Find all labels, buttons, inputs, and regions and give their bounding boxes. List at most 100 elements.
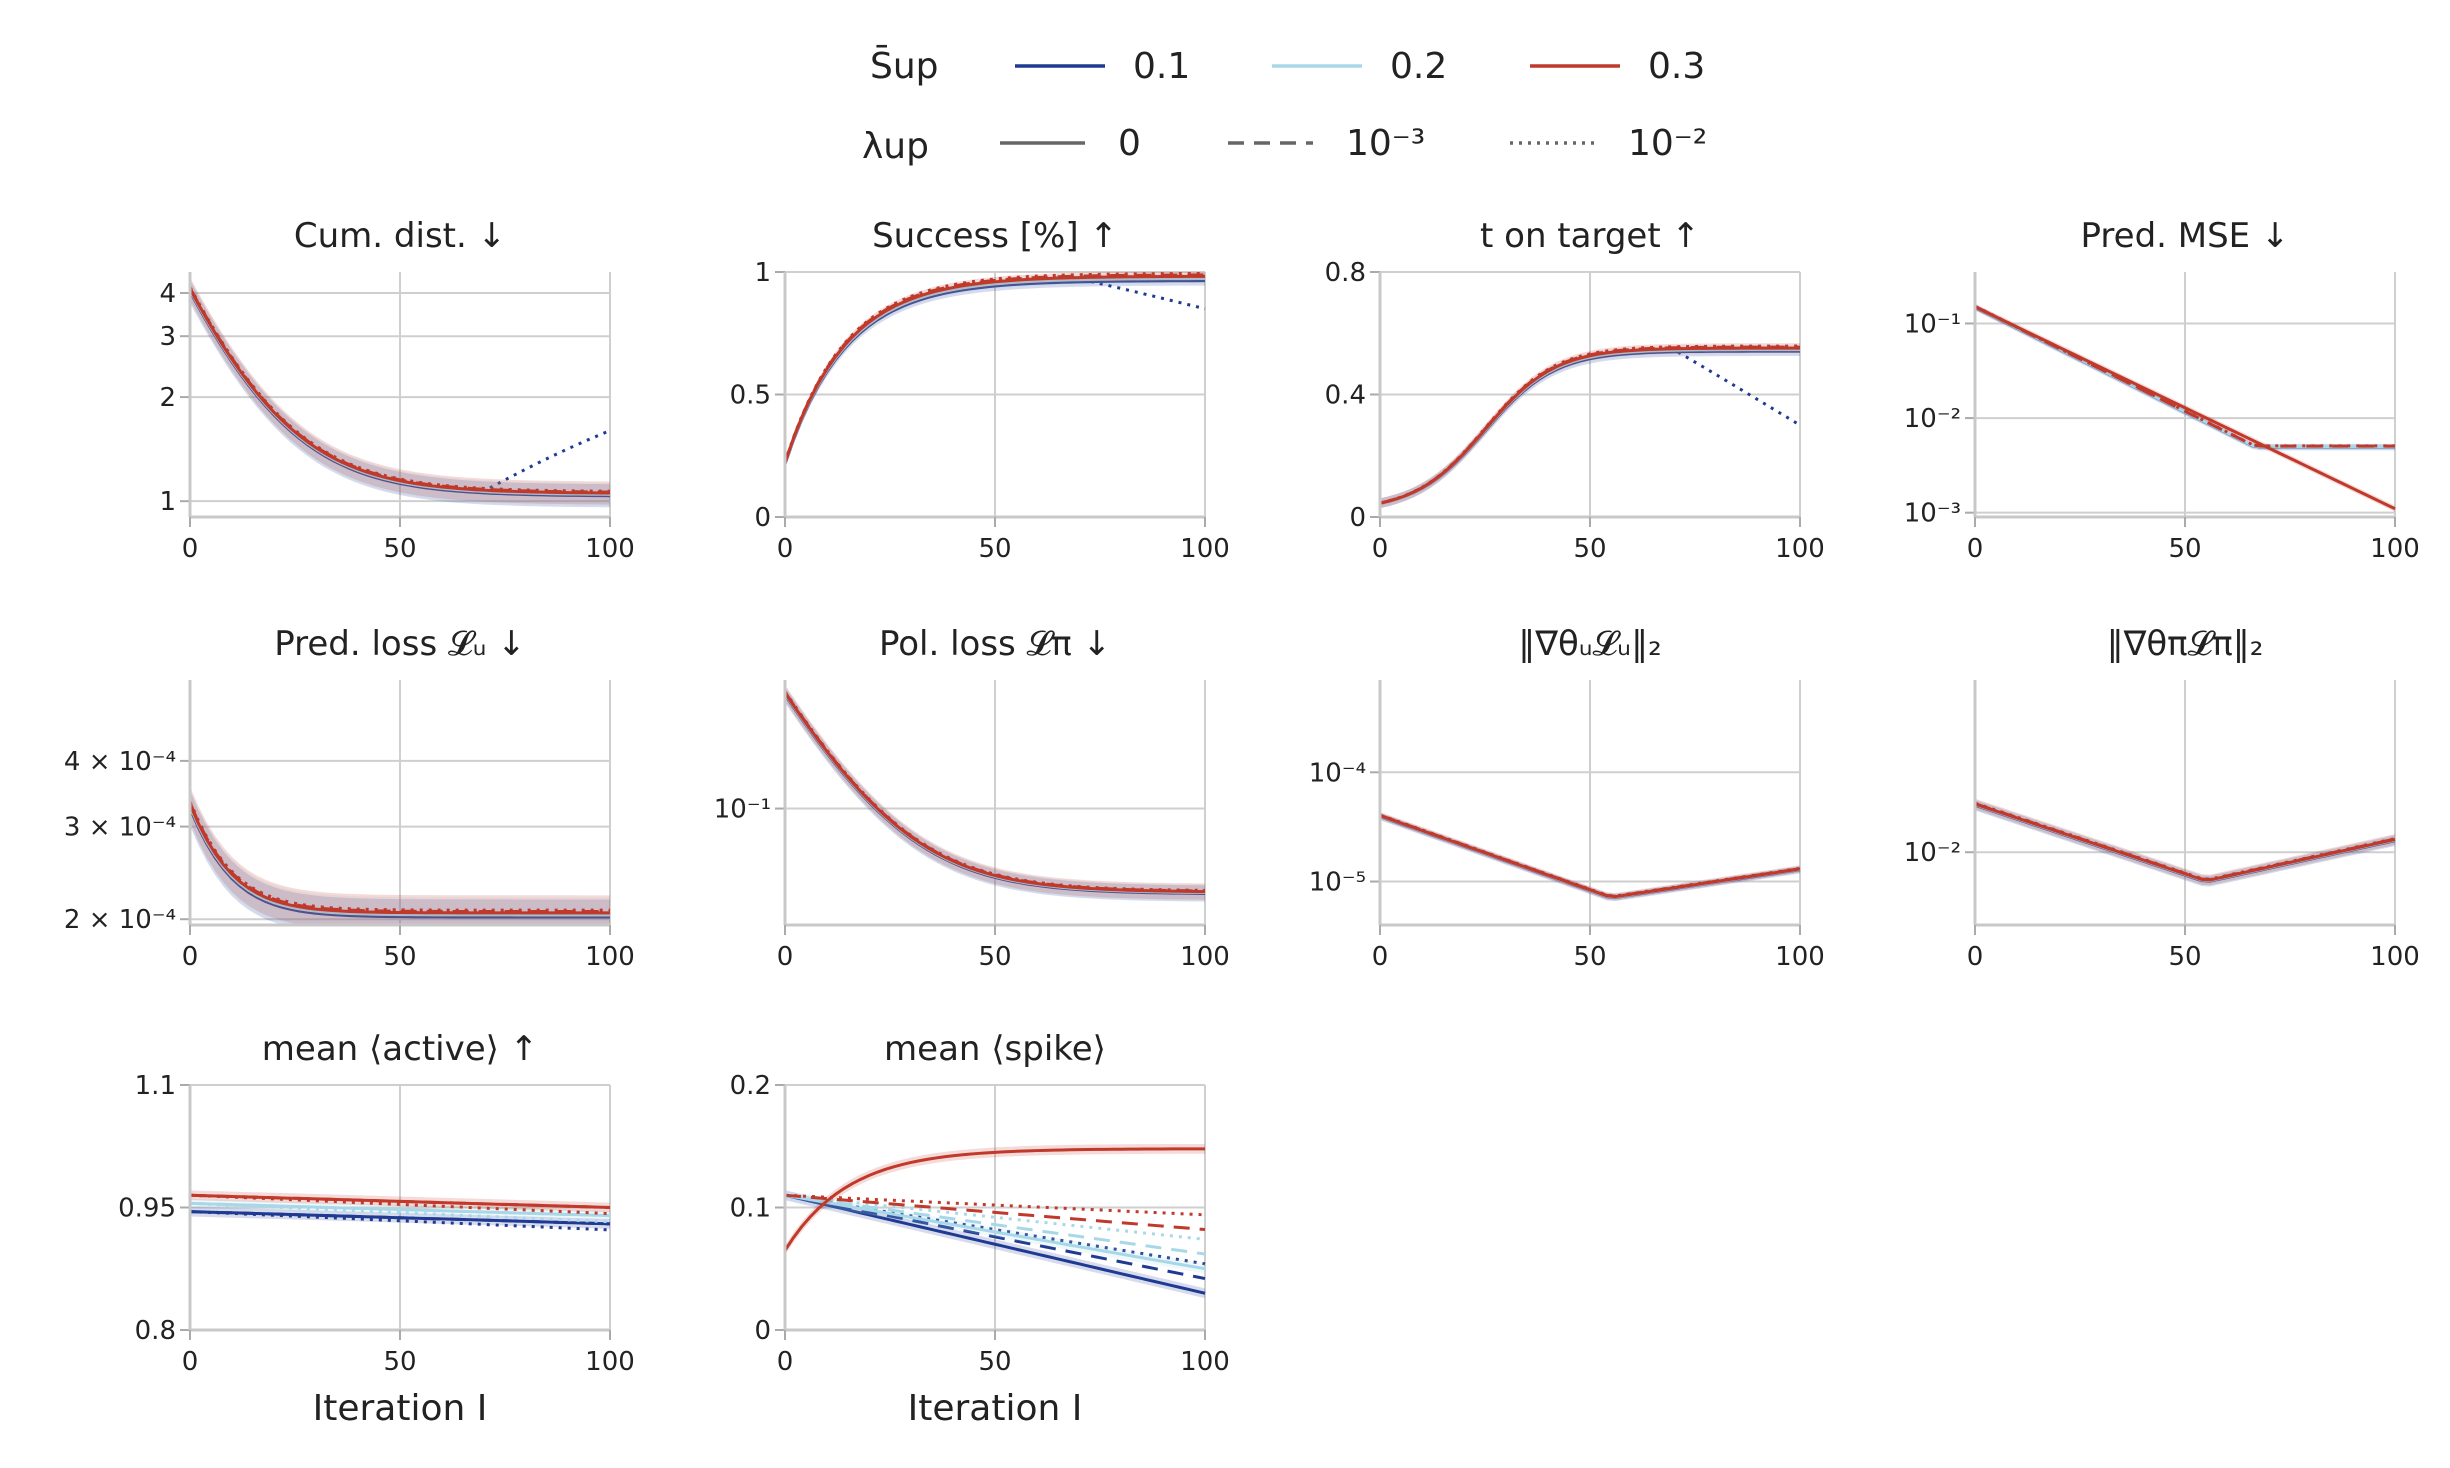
panel-title-8: mean ⟨active⟩ ↑ bbox=[262, 1029, 538, 1069]
series-1-7 bbox=[783, 273, 1206, 464]
ytick-label-0-3: 4 bbox=[159, 279, 176, 309]
series-8-7 bbox=[189, 1193, 611, 1209]
series-8-4 bbox=[189, 1201, 611, 1218]
series-3-8 bbox=[1974, 304, 2395, 448]
series-5-7 bbox=[783, 691, 1206, 893]
xtick-label-8-1: 50 bbox=[383, 1347, 416, 1377]
ytick-label-5-0: 10⁻¹ bbox=[714, 795, 771, 825]
panel-7: ‖∇θπ𝓛π‖₂ 10⁻² 0 50 100 bbox=[1904, 624, 2420, 972]
legend-s-text-2: 0.3 bbox=[1648, 46, 1705, 87]
panel-title-1: Success [%] ↑ bbox=[872, 216, 1118, 256]
ytick-label-2-2: 0.8 bbox=[1325, 258, 1366, 288]
ytick-label-9-1: 0.1 bbox=[730, 1194, 771, 1224]
xtick-label-7-0: 0 bbox=[1967, 942, 1984, 972]
xtick-label-0-1: 50 bbox=[383, 534, 416, 564]
ytick-label-1-2: 1 bbox=[754, 258, 771, 288]
band-4-6 bbox=[190, 786, 610, 925]
ytick-label-4-2: 4 × 10⁻⁴ bbox=[64, 747, 176, 777]
band-2-0 bbox=[1380, 346, 1800, 509]
series-9-1 bbox=[784, 1193, 1206, 1281]
panel-title-6: ‖∇θᵤ𝓛ᵤ‖₂ bbox=[1518, 624, 1661, 664]
xtick-label-9-1: 50 bbox=[978, 1347, 1011, 1377]
xtick-label-0-2: 100 bbox=[585, 534, 635, 564]
xtick-label-6-0: 0 bbox=[1372, 942, 1389, 972]
legend-s-label: S̄up bbox=[870, 44, 939, 87]
panel-8: mean ⟨active⟩ ↑ 0.8 0.95 1.1 0 50 100 Iteration… bbox=[118, 1029, 635, 1429]
ytick-label-8-1: 0.95 bbox=[118, 1194, 176, 1224]
series-9-7 bbox=[784, 1193, 1206, 1232]
series-7-7 bbox=[1974, 802, 2396, 882]
series-9-5 bbox=[784, 1193, 1206, 1241]
xtick-label-9-0: 0 bbox=[777, 1347, 794, 1377]
ytick-label-4-0: 2 × 10⁻⁴ bbox=[64, 905, 176, 935]
ytick-label-6-0: 10⁻⁵ bbox=[1309, 868, 1366, 898]
panel-title-9: mean ⟨spike⟩ bbox=[884, 1029, 1106, 1069]
ytick-label-1-0: 0 bbox=[754, 503, 771, 533]
xtick-label-4-1: 50 bbox=[383, 942, 416, 972]
ytick-label-9-2: 0.2 bbox=[730, 1071, 771, 1101]
series-2-8 bbox=[1379, 344, 1801, 505]
band-2-6 bbox=[1380, 343, 1800, 509]
ytick-label-9-0: 0 bbox=[754, 1316, 771, 1346]
series-7-8 bbox=[1974, 801, 2396, 881]
series-9-3 bbox=[784, 1193, 1206, 1271]
panel-2: t on target ↑ 0 0.4 0.8 0 50 100 bbox=[1325, 216, 1825, 564]
xtick-label-1-2: 100 bbox=[1180, 534, 1230, 564]
panel-title-5: Pol. loss 𝓛π ↓ bbox=[879, 624, 1111, 664]
panel-title-3: Pred. MSE ↓ bbox=[2081, 216, 2290, 256]
panel-title-7: ‖∇θπ𝓛π‖₂ bbox=[2107, 624, 2264, 664]
ytick-label-2-1: 0.4 bbox=[1325, 381, 1366, 411]
legend-lambda-text-1: 10⁻³ bbox=[1346, 123, 1425, 164]
xtick-label-5-0: 0 bbox=[777, 942, 794, 972]
xtick-label-1-0: 0 bbox=[777, 534, 794, 564]
xtick-label-8-0: 0 bbox=[182, 1347, 199, 1377]
xtick-label-2-2: 100 bbox=[1775, 534, 1825, 564]
panel-3: Pred. MSE ↓ 10⁻³ 10⁻² 10⁻¹ 0 50 100 bbox=[1904, 216, 2420, 564]
panel-title-2: t on target ↑ bbox=[1480, 216, 1700, 256]
band-0-3 bbox=[190, 278, 610, 506]
panel-0: Cum. dist. ↓ 1 2 3 4 0 50 100 bbox=[159, 216, 634, 564]
band-5-0 bbox=[785, 686, 1205, 902]
band-2-3 bbox=[1380, 344, 1800, 509]
xtick-label-7-2: 100 bbox=[2370, 942, 2420, 972]
panel-4: Pred. loss 𝓛ᵤ ↓ 2 × 10⁻⁴ 3 × 10⁻⁴ 4 × 10⁻⁴ 0… bbox=[64, 624, 635, 972]
xtick-label-8-2: 100 bbox=[585, 1347, 635, 1377]
band-0-0 bbox=[190, 279, 610, 508]
xtick-label-3-1: 50 bbox=[2168, 534, 2201, 564]
panel-1: Success [%] ↑ 0 0.5 1 0 50 100 bbox=[730, 216, 1230, 564]
xtick-label-3-0: 0 bbox=[1967, 534, 1984, 564]
xtick-label-2-1: 50 bbox=[1573, 534, 1606, 564]
xtick-label-1-1: 50 bbox=[978, 534, 1011, 564]
series-6-7 bbox=[1379, 813, 1801, 898]
xtick-label-6-2: 100 bbox=[1775, 942, 1825, 972]
series-9-0 bbox=[784, 1193, 1206, 1295]
ytick-label-3-1: 10⁻² bbox=[1904, 404, 1961, 434]
series-8-1 bbox=[189, 1210, 611, 1226]
x-label-9: Iteration I bbox=[908, 1388, 1083, 1429]
xtick-label-0-0: 0 bbox=[182, 534, 199, 564]
ytick-label-7-0: 10⁻² bbox=[1904, 838, 1961, 868]
panel-title-0: Cum. dist. ↓ bbox=[294, 216, 506, 256]
xtick-label-4-0: 0 bbox=[182, 942, 199, 972]
panel-9: mean ⟨spike⟩ 0 0.1 0.2 0 50 100 Iteration I bbox=[730, 1029, 1230, 1429]
ytick-label-6-1: 10⁻⁴ bbox=[1309, 758, 1366, 788]
ytick-label-3-2: 10⁻¹ bbox=[1904, 309, 1961, 339]
series-4-8 bbox=[188, 800, 611, 912]
legend-s-text-0: 0.1 bbox=[1133, 46, 1190, 87]
legend-lambda-text-0: 0 bbox=[1118, 123, 1141, 164]
ytick-label-0-2: 3 bbox=[159, 322, 176, 352]
legend-lambda-text-2: 10⁻² bbox=[1628, 123, 1707, 164]
xtick-label-2-0: 0 bbox=[1372, 534, 1389, 564]
xtick-label-9-2: 100 bbox=[1180, 1347, 1230, 1377]
xtick-label-3-2: 100 bbox=[2370, 534, 2420, 564]
ytick-label-2-0: 0 bbox=[1349, 503, 1366, 533]
ytick-label-0-1: 2 bbox=[159, 383, 176, 413]
xtick-label-6-1: 50 bbox=[1573, 942, 1606, 972]
xtick-label-5-2: 100 bbox=[1180, 942, 1230, 972]
band-5-6 bbox=[785, 684, 1205, 900]
series-0-8 bbox=[188, 286, 611, 493]
series-3-6 bbox=[1974, 305, 2396, 511]
panel-5: Pol. loss 𝓛π ↓ 10⁻¹ 0 50 100 bbox=[714, 624, 1230, 972]
ytick-label-4-1: 3 × 10⁻⁴ bbox=[64, 813, 176, 843]
